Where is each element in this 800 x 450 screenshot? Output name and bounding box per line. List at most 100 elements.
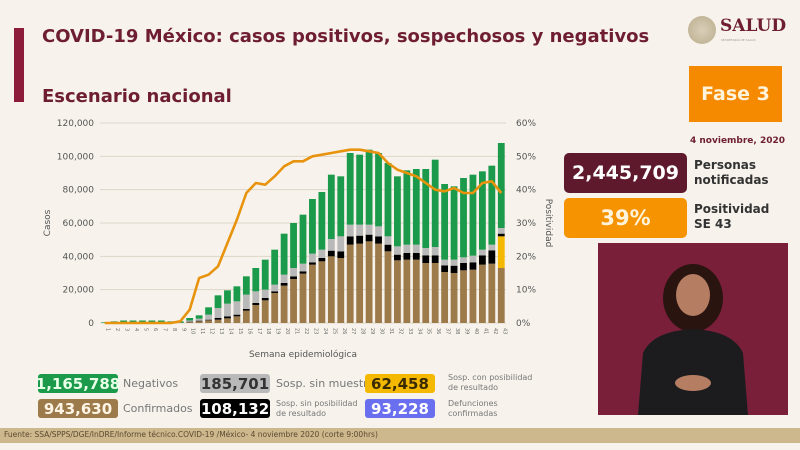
bar-segment bbox=[422, 263, 430, 323]
x-tick-label: 38 bbox=[454, 328, 460, 334]
bar-segment bbox=[469, 255, 477, 263]
legend-negativos-value: 1,165,788 bbox=[35, 374, 121, 393]
bar-segment bbox=[327, 174, 335, 239]
x-tick-label: 25 bbox=[331, 328, 337, 334]
x-tick-label: 12 bbox=[209, 328, 215, 334]
logo-text: SALUD bbox=[720, 16, 787, 36]
bar-segment bbox=[242, 294, 250, 309]
bar-segment bbox=[460, 178, 467, 258]
bar-segment bbox=[460, 263, 467, 271]
bar-segment bbox=[450, 265, 458, 273]
bar-segment bbox=[375, 243, 382, 323]
legend-label-line: Sosp. sin posibilidad bbox=[276, 399, 358, 408]
bar-segment bbox=[412, 169, 420, 245]
legend-label-line: confirmadas bbox=[448, 409, 498, 418]
bar-segment bbox=[469, 269, 477, 323]
bar-segment bbox=[224, 318, 231, 323]
y-tick-label: 0 bbox=[88, 319, 94, 329]
x-tick-label: 11 bbox=[199, 328, 205, 334]
bar-segment bbox=[346, 236, 354, 245]
bar-segment bbox=[186, 321, 194, 323]
source-text: Fuente: SSA/SPPS/DGE/InDRE/Informe técni… bbox=[4, 430, 378, 439]
bar-segment bbox=[280, 233, 288, 275]
bar-segment bbox=[469, 262, 477, 270]
x-tick-label: 32 bbox=[397, 328, 403, 334]
bar-segment bbox=[327, 250, 335, 257]
bar-segment bbox=[233, 314, 241, 317]
bar-segment bbox=[214, 318, 222, 320]
bar-segment bbox=[412, 244, 420, 253]
bar-segment bbox=[299, 271, 307, 274]
page-subtitle: Escenario nacional bbox=[42, 86, 232, 107]
page-title: COVID-19 México: casos positivos, sospec… bbox=[42, 26, 650, 47]
y-tick-label: 60,000 bbox=[63, 219, 95, 229]
bar-segment bbox=[280, 285, 288, 323]
bar-segment bbox=[394, 260, 401, 323]
bar-segment bbox=[394, 254, 401, 261]
bar-segment bbox=[346, 153, 354, 225]
bar-segment bbox=[441, 265, 449, 272]
bar-segment bbox=[318, 258, 326, 262]
bar-segment bbox=[195, 315, 203, 319]
legend-sin-muestra-value: 185,701 bbox=[200, 374, 270, 393]
bar-segment bbox=[488, 244, 496, 251]
x-tick-label: 16 bbox=[246, 328, 252, 334]
legend-sin-muestra-label: Sosp. sin muestra bbox=[276, 377, 375, 390]
bar-segment bbox=[488, 263, 496, 323]
y-tick-label: 100,000 bbox=[57, 152, 94, 162]
bar-segment bbox=[224, 316, 231, 319]
bar-segment bbox=[356, 154, 364, 225]
y2-tick-label: 30% bbox=[516, 219, 536, 229]
bar-segment bbox=[403, 244, 411, 253]
y-tick-label: 20,000 bbox=[63, 286, 95, 296]
bar-segment bbox=[441, 259, 449, 266]
bar-segment bbox=[422, 255, 430, 263]
positivity-line bbox=[104, 148, 503, 325]
legend-label-line: de resultado bbox=[276, 409, 327, 418]
x-tick-label: 2 bbox=[114, 328, 120, 331]
x-axis-title: Semana epidemiológica bbox=[249, 349, 357, 360]
bar-segment bbox=[488, 165, 496, 245]
x-tick-label: 26 bbox=[341, 328, 347, 334]
bar-segment bbox=[224, 290, 231, 304]
legend-label-line: Defunciones bbox=[448, 399, 498, 408]
bar-segment bbox=[271, 284, 279, 292]
bar-segment bbox=[450, 186, 458, 260]
bar-segment bbox=[205, 314, 212, 320]
bar-segment bbox=[195, 320, 203, 322]
logo-subtext: SECRETARÍA DE SALUD bbox=[721, 38, 756, 42]
bar-segment bbox=[337, 251, 345, 258]
x-tick-label: 18 bbox=[265, 328, 271, 334]
bar-segment bbox=[431, 159, 439, 247]
x-tick-label: 42 bbox=[492, 328, 498, 334]
bar-segment bbox=[299, 273, 307, 323]
x-tick-label: 7 bbox=[161, 328, 167, 331]
bar-segment bbox=[356, 235, 364, 244]
bar-segment bbox=[497, 268, 505, 323]
legend-defunciones-value: 93,228 bbox=[365, 399, 435, 418]
bar-segment bbox=[403, 170, 411, 245]
x-tick-label: 20 bbox=[284, 328, 290, 334]
bar-segment bbox=[450, 273, 458, 323]
bar-segment bbox=[214, 319, 222, 323]
bar-segment bbox=[205, 319, 212, 321]
y2-axis-title: Positividad bbox=[543, 199, 553, 248]
bar-segment bbox=[337, 258, 345, 323]
bar-segment bbox=[403, 259, 411, 323]
x-tick-label: 22 bbox=[303, 328, 309, 334]
positivity-label-line: Positividad bbox=[694, 202, 770, 216]
bar-segment bbox=[233, 301, 241, 315]
bar-segment bbox=[290, 279, 297, 323]
y2-tick-label: 20% bbox=[516, 252, 536, 262]
legend-sin-posibilidad-value: 108,132 bbox=[200, 399, 270, 418]
x-tick-label: 23 bbox=[312, 328, 318, 334]
bar-segment bbox=[384, 236, 392, 245]
x-tick-label: 19 bbox=[275, 328, 281, 334]
y2-tick-label: 60% bbox=[516, 119, 536, 129]
bar-segment bbox=[242, 309, 250, 311]
bar-segment bbox=[224, 303, 231, 317]
positivity-label-line: SE 43 bbox=[694, 217, 732, 231]
seal-icon bbox=[688, 16, 716, 44]
x-tick-label: 27 bbox=[350, 328, 356, 334]
bar-segment bbox=[478, 249, 486, 256]
